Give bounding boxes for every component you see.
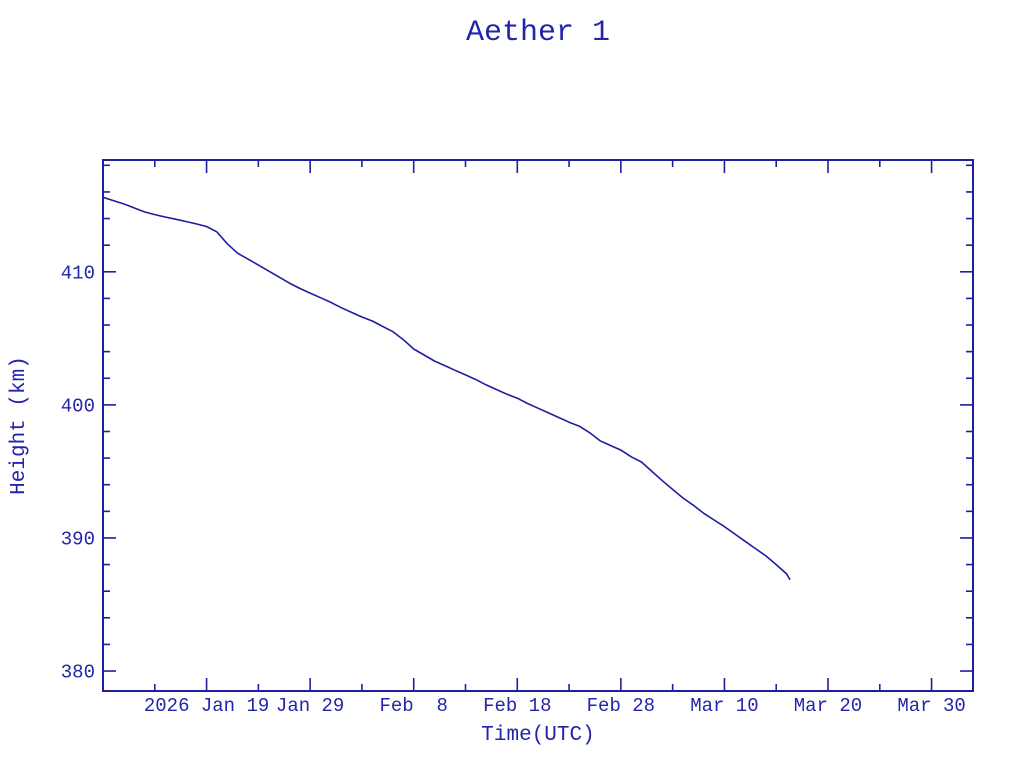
y-tick-label: 410 [61,262,95,284]
y-tick-label: 400 [61,395,95,417]
x-tick-label: Feb 18 [483,695,551,717]
x-tick-label: Mar 30 [897,695,965,717]
x-tick-label: 2026 Jan 19 [144,695,269,717]
plot-frame [102,159,974,692]
y-axis-label: Height (km) [8,356,31,495]
x-tick-label: Jan 29 [276,695,344,717]
y-tick-label: 390 [61,528,95,550]
chart-title: Aether 1 [466,16,610,50]
height-curve [102,196,791,581]
x-tick-label: Feb 28 [587,695,655,717]
x-tick-label: Feb 8 [380,695,448,717]
x-tick-label: Mar 20 [794,695,862,717]
x-axis-label: Time(UTC) [481,724,594,747]
y-tick-label: 380 [61,662,95,684]
x-tick-label: Mar 10 [690,695,758,717]
